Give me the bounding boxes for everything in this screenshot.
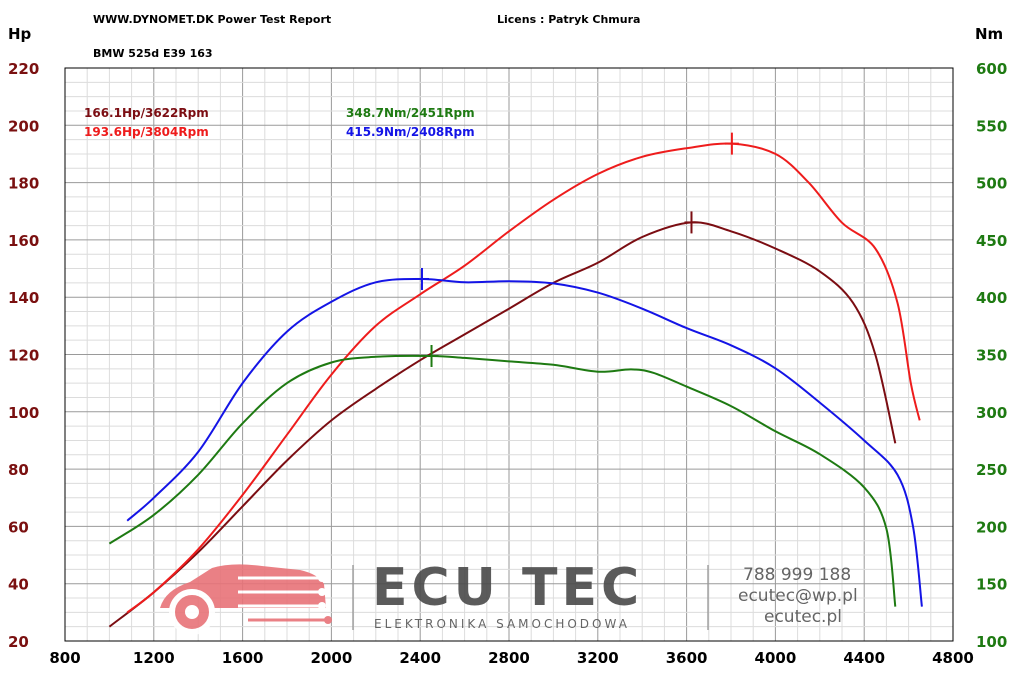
x-tick-label: 4000 — [755, 649, 797, 667]
left-tick-label: 100 — [8, 404, 39, 422]
left-tick-label: 180 — [8, 175, 39, 193]
x-tick-label: 2400 — [399, 649, 441, 667]
peak-label-nm-before: 348.7Nm/2451Rpm — [346, 106, 475, 120]
right-tick-label: 350 — [976, 347, 1007, 365]
contact-phone: 788 999 188 — [743, 565, 851, 585]
right-tick-label: 400 — [976, 289, 1007, 307]
x-tick-label: 800 — [49, 649, 80, 667]
series-line-nm-after — [126, 277, 923, 607]
peak-markers — [414, 132, 739, 367]
license-text: Licens : Patryk Chmura — [497, 13, 640, 26]
x-tick-label: 2000 — [311, 649, 353, 667]
x-tick-label: 3200 — [577, 649, 619, 667]
left-tick-label: 80 — [8, 461, 29, 479]
right-tick-label: 600 — [976, 60, 1007, 78]
right-tick-label: 450 — [976, 232, 1007, 250]
grid — [64, 67, 954, 642]
left-tick-labels: 220 200 180 160 140 120 100 80 60 40 20 — [8, 60, 39, 651]
left-tick-label: 160 — [8, 232, 39, 250]
right-tick-label: 500 — [976, 175, 1007, 193]
logo-tagline: ELEKTRONIKA SAMOCHODOWA — [374, 617, 630, 631]
right-tick-label: 550 — [976, 117, 1007, 135]
car-logo-icon — [160, 564, 332, 635]
contact-site: ecutec.pl — [764, 607, 842, 627]
series-group — [108, 142, 923, 628]
right-axis-unit: Nm — [975, 25, 1003, 43]
series-line-hp-before — [108, 221, 897, 628]
right-tick-label: 150 — [976, 576, 1007, 594]
peak-label-nm-after: 415.9Nm/2408Rpm — [346, 125, 475, 139]
x-tick-label: 2800 — [488, 649, 530, 667]
left-tick-label: 120 — [8, 347, 39, 365]
x-tick-labels: 800 1200 1600 2000 2400 2800 3200 3600 4000 4400 4… — [49, 649, 974, 667]
peak-label-hp-before: 166.1Hp/3622Rpm — [84, 106, 209, 120]
ecutec-watermark: ECU TEC ELEKTRONIKA SAMOCHODOWA 788 999 … — [160, 558, 858, 635]
left-tick-label: 220 — [8, 60, 39, 78]
x-tick-label: 4400 — [843, 649, 885, 667]
contact-email: ecutec@wp.pl — [738, 586, 858, 606]
logo-brand: ECU TEC — [372, 558, 643, 618]
left-tick-label: 200 — [8, 117, 39, 135]
x-tick-label: 1600 — [222, 649, 264, 667]
x-tick-label: 1200 — [133, 649, 175, 667]
plot-frame — [64, 67, 954, 642]
car-name: BMW 525d E39 163 — [93, 47, 213, 60]
left-tick-label: 20 — [8, 633, 29, 651]
right-tick-label: 100 — [976, 633, 1007, 651]
x-tick-label: 4800 — [932, 649, 974, 667]
right-tick-labels: 600 550 500 450 400 350 300 250 200 150 100 — [976, 60, 1007, 651]
left-tick-label: 60 — [8, 518, 29, 536]
left-tick-label: 140 — [8, 289, 39, 307]
left-tick-label: 40 — [8, 576, 29, 594]
peak-label-hp-after: 193.6Hp/3804Rpm — [84, 125, 209, 139]
x-tick-label: 3600 — [666, 649, 708, 667]
series-line-hp-after — [126, 142, 921, 614]
right-tick-label: 200 — [976, 518, 1007, 536]
right-tick-label: 250 — [976, 461, 1007, 479]
report-title: WWW.DYNOMET.DK Power Test Report — [93, 13, 331, 26]
left-axis-unit: Hp — [8, 25, 32, 43]
right-tick-label: 300 — [976, 404, 1007, 422]
series-line-nm-before — [108, 354, 897, 607]
